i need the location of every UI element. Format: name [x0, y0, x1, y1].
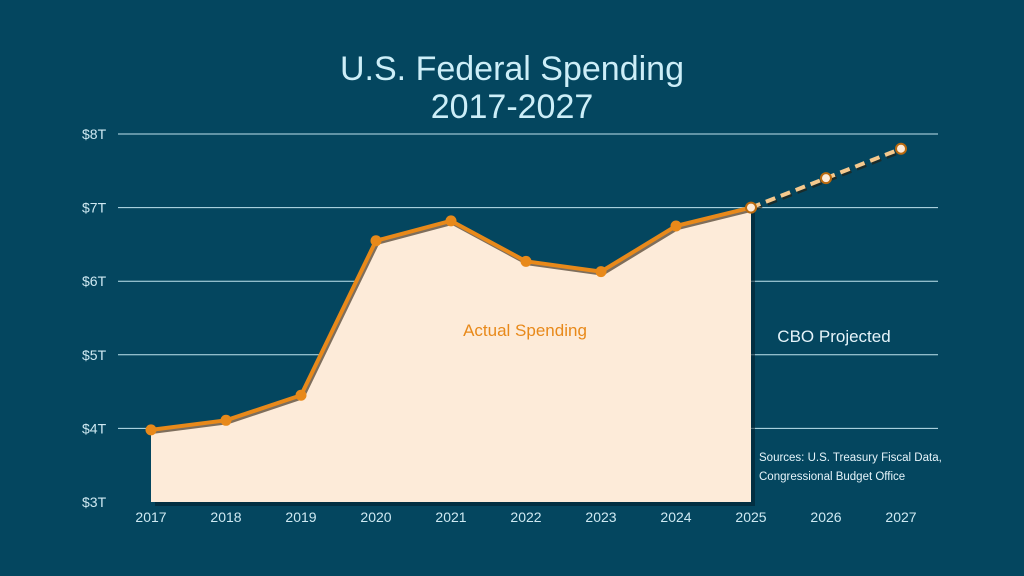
x-tick-label: 2022 — [510, 509, 541, 525]
axis-labels: $3T $4T $5T $6T $7T $8T 2017 2018 2019 2020 2021 20… — [82, 126, 917, 525]
y-tick-label: $4T — [82, 420, 107, 436]
actual-spending-label: Actual Spending — [463, 321, 587, 340]
data-points — [145, 142, 907, 436]
x-tick-label: 2017 — [135, 509, 166, 525]
actual-data-point — [445, 215, 457, 227]
y-tick-label: $3T — [82, 494, 107, 510]
chart-title-line-1: U.S. Federal Spending — [340, 50, 684, 88]
actual-data-point — [145, 424, 157, 436]
projected-data-point — [895, 142, 907, 155]
actual-data-point — [595, 266, 607, 278]
x-tick-label: 2018 — [210, 509, 241, 525]
y-tick-label: $6T — [82, 273, 107, 289]
sources-line-2: Congressional Budget Office — [759, 471, 905, 483]
actual-area — [151, 207, 755, 506]
chart-title: U.S. Federal Spending 2017-2027 — [0, 50, 1024, 126]
y-tick-label: $5T — [82, 347, 107, 363]
annotations: Actual Spending CBO Projected Sources: U… — [463, 321, 942, 483]
x-tick-label: 2026 — [810, 509, 841, 525]
actual-data-point — [370, 235, 382, 247]
x-tick-label: 2021 — [435, 509, 466, 525]
projected-data-point — [820, 172, 832, 185]
cbo-projected-label: CBO Projected — [777, 327, 890, 346]
actual-area-fill — [151, 207, 751, 502]
x-tick-label: 2019 — [285, 509, 316, 525]
actual-data-point — [220, 414, 232, 426]
x-tick-label: 2025 — [735, 509, 766, 525]
chart-title-line-2: 2017-2027 — [430, 88, 594, 126]
x-tick-label: 2023 — [585, 509, 616, 525]
x-tick-label: 2027 — [885, 509, 916, 525]
sources-line-1: Sources: U.S. Treasury Fiscal Data, — [759, 452, 942, 464]
x-tick-label: 2020 — [360, 509, 391, 525]
projected-data-point — [745, 201, 757, 214]
actual-data-point — [670, 220, 682, 232]
x-tick-label: 2024 — [660, 509, 691, 525]
actual-data-point — [295, 389, 307, 401]
y-tick-label: $7T — [82, 200, 107, 216]
y-tick-label: $8T — [82, 126, 107, 142]
actual-data-point — [520, 255, 532, 267]
